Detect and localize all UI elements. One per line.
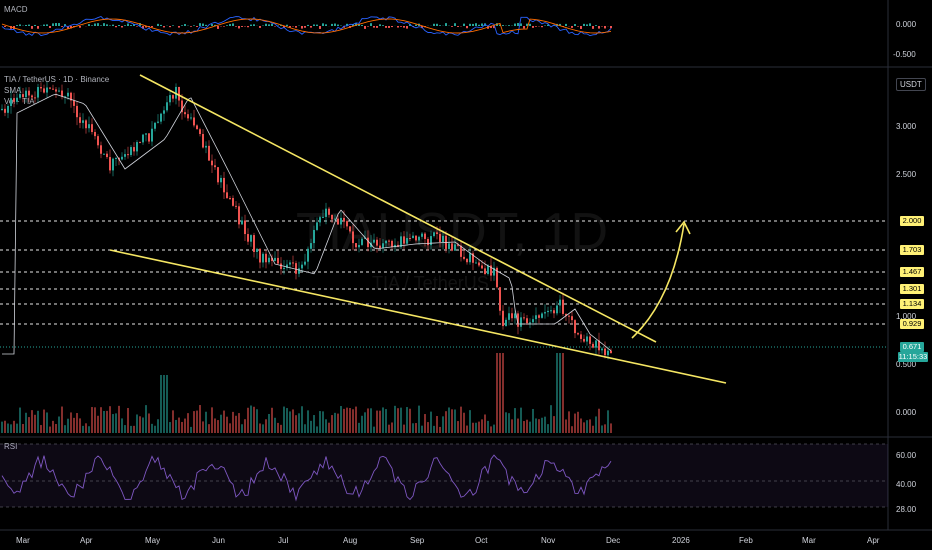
price-tick-3000: 3.000: [896, 122, 917, 131]
symbol-watermark: TIAUSDT, 1D: [296, 203, 609, 261]
level-tag-2000: 2.000: [900, 216, 924, 226]
volume-label: Vol · TIA: [4, 97, 35, 106]
macd-title: MACD: [4, 5, 28, 14]
main-pane[interactable]: TIA / TetherUS · 1D · Binance SMA Vol · …: [0, 68, 932, 436]
price-tick-2500: 2.500: [896, 170, 917, 179]
level-tag-1301: 1.301: [900, 284, 924, 294]
time-tick-feb: Feb: [739, 536, 753, 545]
time-tick-mar-2026: Mar: [802, 536, 816, 545]
level-tag-1703: 1.703: [900, 245, 924, 255]
time-tick-jun: Jun: [212, 536, 225, 545]
rsi-title: RSI: [4, 442, 18, 451]
time-tick-nov: Nov: [541, 536, 556, 545]
current-price-tag: 0.671: [900, 342, 924, 352]
rsi-tick-40: 40.00: [896, 480, 917, 489]
time-tick-oct: Oct: [475, 536, 488, 545]
symbol-label: TIA / TetherUS · 1D · Binance: [4, 75, 110, 84]
price-tick-0500: 0.500: [896, 360, 917, 369]
time-tick-2026: 2026: [672, 536, 690, 545]
price-tick-1000: 1.000: [896, 312, 917, 321]
rsi-pane[interactable]: RSI 60.00 40.00 28.00: [0, 438, 932, 530]
symbol-watermark-sub: TIA / TetherUS: [372, 273, 489, 293]
countdown-tag: 11:15:33: [898, 352, 928, 362]
macd-tick-0: 0.000: [896, 20, 917, 29]
sma-label: SMA: [4, 86, 22, 95]
rsi-tick-28: 28.00: [896, 505, 917, 514]
level-tag-0929: 0.929: [900, 319, 924, 329]
macd-pane[interactable]: MACD 0.000 -0.500: [0, 0, 932, 66]
time-tick-jul: Jul: [278, 536, 289, 545]
time-tick-may: May: [145, 536, 161, 545]
level-tag-1134: 1.134: [900, 299, 924, 309]
time-tick-mar: Mar: [16, 536, 30, 545]
rsi-tick-60: 60.00: [896, 451, 917, 460]
time-tick-sep: Sep: [410, 536, 425, 545]
level-tag-1467: 1.467: [900, 267, 924, 277]
time-tick-dec: Dec: [606, 536, 621, 545]
time-tick-apr-2026: Apr: [867, 536, 880, 545]
currency-button[interactable]: USDT: [896, 78, 926, 91]
time-tick-aug: Aug: [343, 536, 358, 545]
time-tick-apr: Apr: [80, 536, 93, 545]
macd-tick-1: -0.500: [893, 50, 916, 59]
time-axis[interactable]: Mar Apr May Jun Jul Aug Sep Oct Nov Dec …: [0, 530, 932, 550]
price-tick-0000: 0.000: [896, 408, 917, 417]
